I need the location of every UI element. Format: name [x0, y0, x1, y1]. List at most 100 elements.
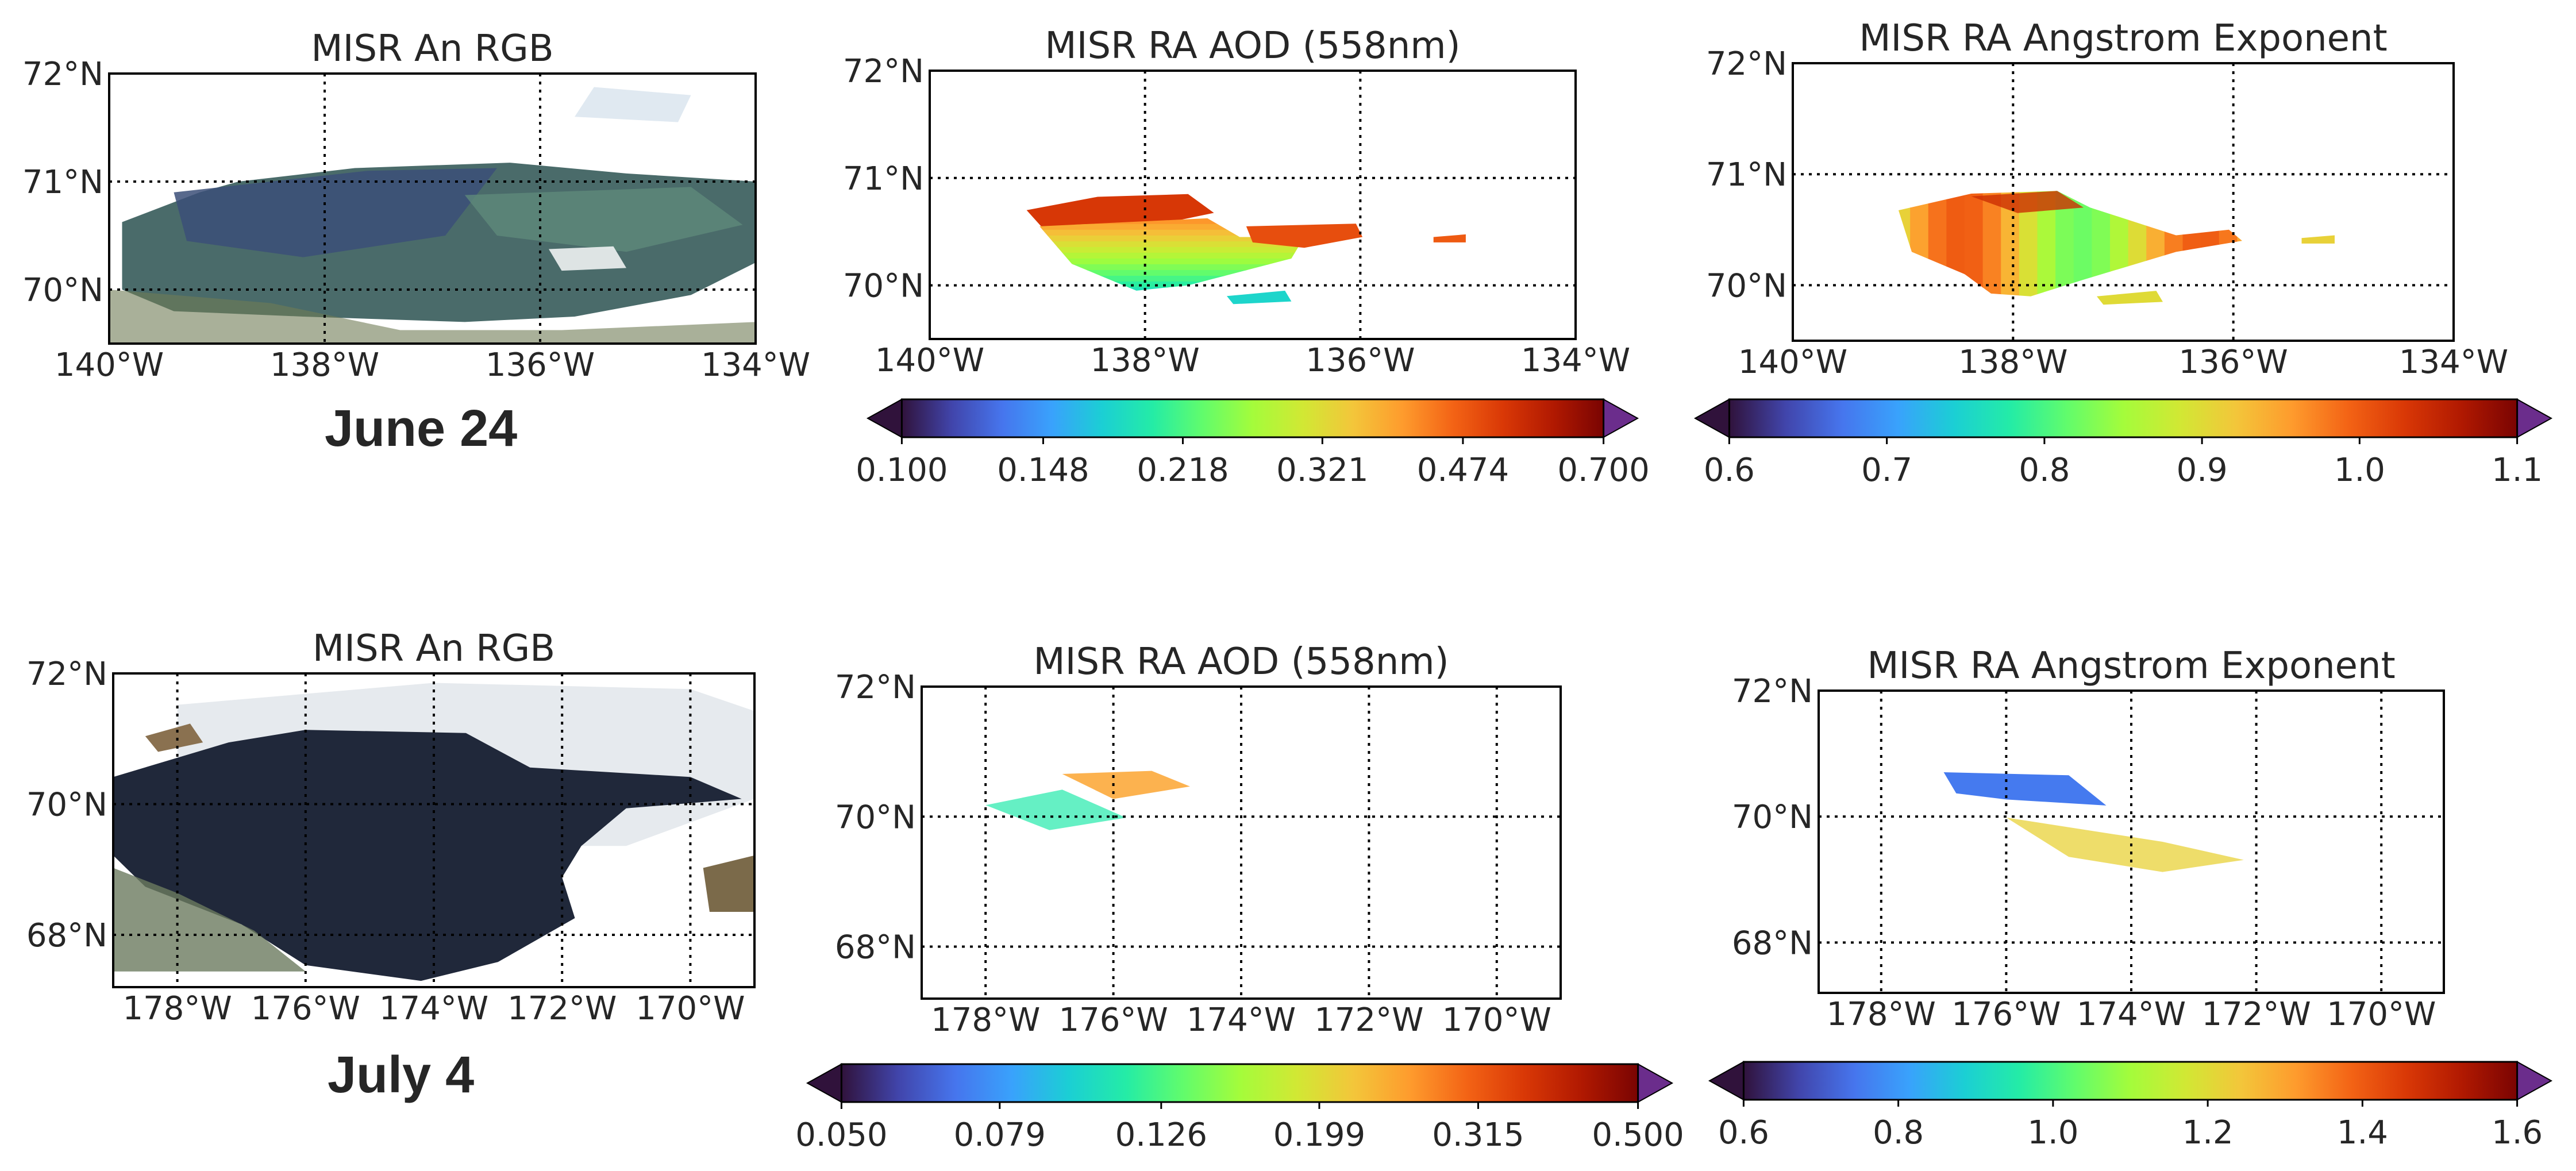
panel-r1-c1: MISR An RGB 140°W 138°W 136°W 134°W 70°N 71°N 7…: [22, 28, 810, 384]
panel-r2-c2-colorbar-ramp: [840, 1063, 1639, 1103]
panel-r2-c1-field: [113, 673, 754, 987]
panel-r1-c2-lon-tick-label: 134°W: [1521, 342, 1630, 379]
rgb-land-west: [113, 868, 306, 972]
panel-r1-c3-colorbar-tick-label: 0.8: [2019, 452, 2070, 489]
panel-r1-c2-colorbar-tick-label: 0.321: [1276, 452, 1368, 489]
panel-r1-c3-lat-tick-label: 72°N: [1706, 45, 1787, 83]
panel-r1-c1-field: [109, 74, 756, 344]
panel-r2-c1-lat-tick-label: 72°N: [26, 656, 107, 693]
rgb-ice: [549, 246, 626, 271]
aod-plume-body: [967, 765, 1395, 930]
panel-r1-c2-colorbar-extend-min: [866, 398, 903, 438]
panel-r1-c1-lon-tick-label: 138°W: [270, 346, 379, 384]
rgb-green-water: [464, 187, 743, 252]
panel-r2-c3-colorbar-tick-label: 0.6: [1718, 1114, 1769, 1151]
panel-r2-c2-lon-tick-label: 176°W: [1058, 1001, 1168, 1039]
panel-r1-c1-title: MISR An RGB: [311, 28, 553, 70]
panel-r1-c1-lon-tick-label: 134°W: [701, 346, 810, 384]
panel-r1-c2-lat-tick-label: 70°N: [843, 268, 924, 305]
panel-r2-c3-lat-tick-label: 70°N: [1732, 799, 1813, 836]
panel-r1-c3-colorbar-tick-label: 0.7: [1861, 452, 1912, 489]
panel-r2-c1: MISR An RGB 178°W 176°W 174°W 172°W 170°W 68°N…: [26, 627, 756, 1027]
panel-r2-c3-frame: [1818, 689, 2445, 994]
panel-r2-c2-colorbar-tick-label: 0.315: [1432, 1116, 1524, 1154]
panel-r2-c2-colorbar-extend-min: [806, 1063, 842, 1103]
ae-plume-fleck: [2301, 235, 2335, 244]
panel-r1-c3-colorbar-extend-max: [2516, 398, 2553, 438]
panel-r1-c3-lon-tick-label: 140°W: [1738, 344, 1847, 381]
panel-r2-c3-lon-tick-label: 172°W: [2201, 996, 2311, 1033]
panel-r1-c2-lon-tick-label: 136°W: [1306, 342, 1415, 379]
ae-plume-south: [2097, 291, 2163, 305]
panel-r1-c2: MISR RA AOD (558nm) 140°W 138°W 136°W 134°W 7…: [843, 25, 1630, 379]
panel-r1-c3-colorbar-tick-label: 1.0: [2334, 452, 2385, 489]
panel-r2-c2-lat-tick-label: 70°N: [835, 799, 916, 836]
panel-r1-c3-lat-tick-label: 71°N: [1706, 156, 1787, 194]
panel-r1-c1-lat-tick-label: 72°N: [22, 56, 103, 93]
date-label-july-4: July 4: [328, 1046, 475, 1104]
panel-r2-c2-lon-tick-label: 170°W: [1442, 1001, 1551, 1039]
panel-r2-c1-lon-tick-label: 170°W: [636, 990, 745, 1027]
panel-r2-c2-frame: [921, 685, 1562, 1000]
panel-r2-c2: MISR RA AOD (558nm) 178°W 176°W 174°W 172°W 1…: [835, 641, 1562, 1039]
panel-r2-c3-colorbar-extend-min: [1708, 1061, 1745, 1101]
panel-r2-c2-colorbar: 0.050 0.079 0.126 0.199 0.315 0.500: [795, 1063, 1684, 1154]
panel-r2-c3-colorbar-tick-label: 1.0: [2027, 1114, 2078, 1151]
date-label-june-24: June 24: [325, 400, 518, 457]
panel-r2-c3: MISR RA Angstrom Exponent 178°W 176°W 174°W…: [1732, 645, 2445, 1033]
panel-r2-c3-lon-tick-label: 174°W: [2077, 996, 2186, 1033]
panel-r2-c1-lat-tick-label: 68°N: [26, 917, 107, 954]
panel-r1-c3-title: MISR RA Angstrom Exponent: [1859, 17, 2387, 60]
panel-r1-c1-lat-tick-label: 70°N: [22, 272, 103, 309]
panel-r2-c3-colorbar-tick-label: 1.4: [2337, 1114, 2388, 1151]
panel-r1-c2-colorbar-tick-label: 0.218: [1137, 452, 1229, 489]
panel-r2-c2-colorbar-tick-label: 0.050: [795, 1116, 887, 1154]
panel-r1-c3-lon-tick-label: 138°W: [1958, 344, 2067, 381]
panel-r2-c2-lat-tick-label: 68°N: [835, 929, 916, 966]
panel-r1-c3-colorbar-tick-label: 1.1: [2492, 452, 2543, 489]
panel-r2-c3-colorbar: 0.6 0.8 1.0 1.2 1.4 1.6: [1708, 1061, 2553, 1151]
panel-r1-c1-lon-tick-label: 136°W: [486, 346, 595, 384]
panel-r2-c3-field: [1943, 772, 2244, 872]
panel-r1-c3-colorbar: 0.6 0.7 0.8 0.9 1.0 1.1: [1693, 398, 2553, 489]
rgb-land-north: [145, 723, 203, 752]
panel-r1-c2-colorbar-ramp: [900, 398, 1605, 438]
panel-r2-c1-lat-tick-label: 70°N: [26, 787, 107, 824]
panel-r2-c1-lon-tick-label: 172°W: [507, 990, 617, 1027]
panel-r1-c3-colorbar-extend-min: [1693, 398, 1730, 438]
rgb-ocean: [113, 730, 742, 981]
aod-plume-south: [1227, 290, 1292, 305]
ae-plume-north: [1943, 772, 2107, 806]
aod-plume-yellow: [1062, 771, 1190, 799]
panel-r2-c2-lon-tick-label: 172°W: [1314, 1001, 1423, 1039]
panel-r1-c3-lat-tick-label: 70°N: [1706, 267, 1787, 305]
panel-r2-c2-colorbar-extend-max: [1637, 1063, 1674, 1103]
panel-r2-c3-title: MISR RA Angstrom Exponent: [1867, 645, 2395, 687]
panel-r1-c1-frame: [108, 72, 757, 345]
panel-r2-c2-lon-tick-label: 178°W: [931, 1001, 1040, 1039]
ae-plume-yellow: [2006, 817, 2244, 872]
panel-r1-c3-lon-tick-label: 136°W: [2179, 344, 2288, 381]
panel-r1-c2-colorbar-tick-label: 0.148: [997, 452, 1089, 489]
panel-r2-c3-colorbar-tick-label: 0.8: [1873, 1114, 1924, 1151]
aod-plume-east: [1246, 224, 1363, 248]
rgb-land: [109, 290, 756, 344]
panel-r1-c3-field: [1899, 191, 2335, 305]
panel-r2-c3-lat-tick-label: 68°N: [1732, 925, 1813, 962]
panel-r2-c2-field: [967, 765, 1395, 930]
panel-r2-c3-colorbar-tick-label: 1.2: [2182, 1114, 2234, 1151]
panel-r1-c2-colorbar-tick-label: 0.100: [856, 452, 948, 489]
rgb-dark-water: [174, 168, 497, 257]
panel-r2-c3-colorbar-tick-label: 1.6: [2492, 1114, 2543, 1151]
panel-r1-c2-lon-tick-label: 138°W: [1091, 342, 1200, 379]
panel-r2-c3-lon-tick-label: 170°W: [2327, 996, 2436, 1033]
panel-r2-c2-colorbar-tick-label: 0.079: [954, 1116, 1046, 1154]
panel-r2-c1-lon-tick-label: 174°W: [379, 990, 488, 1027]
panel-r2-c2-colorbar-tick-label: 0.500: [1592, 1116, 1684, 1154]
panel-r1-c3-colorbar-tick-label: 0.6: [1704, 452, 1755, 489]
ae-plume-red: [1971, 191, 2084, 213]
rgb-cloud: [575, 87, 691, 122]
aod-plume-fleck: [1433, 234, 1466, 242]
panel-r2-c1-lon-tick-label: 178°W: [122, 990, 232, 1027]
